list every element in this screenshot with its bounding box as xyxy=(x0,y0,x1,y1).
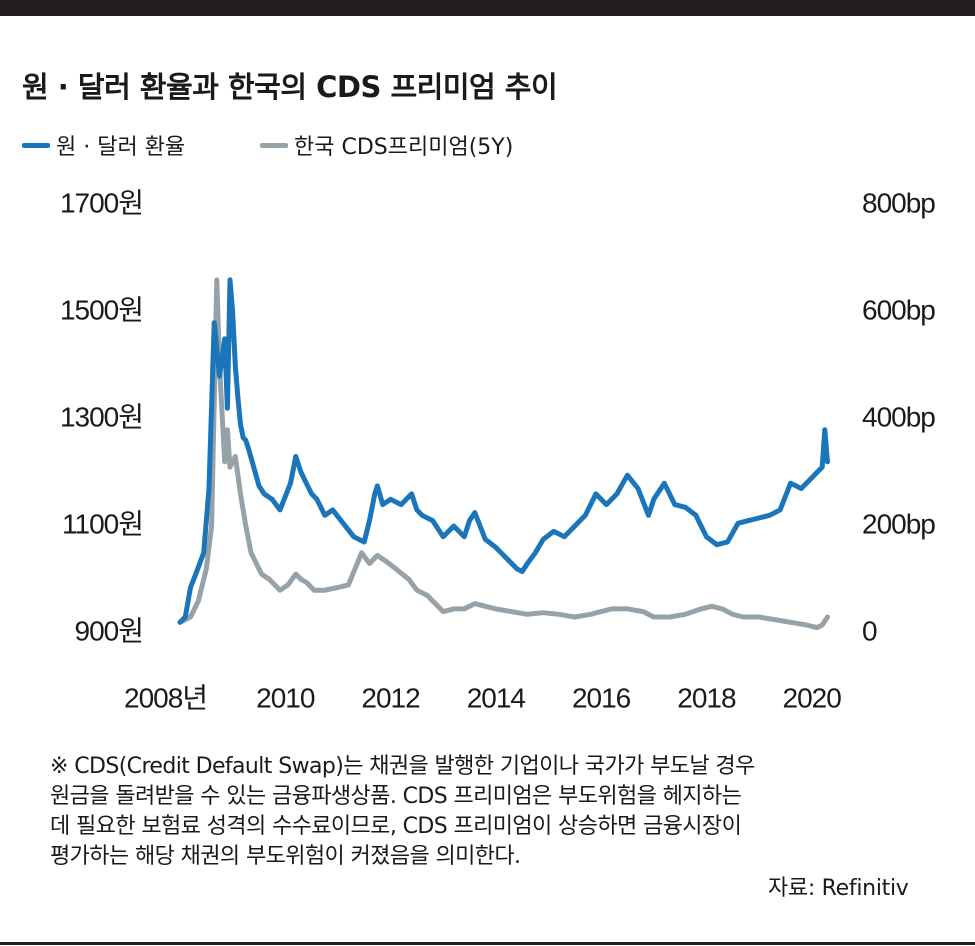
x-tick-label: 2010 xyxy=(256,682,315,713)
right-tick-label: 600bp xyxy=(862,294,935,325)
series-layer xyxy=(177,277,830,631)
right-tick-label: 200bp xyxy=(862,508,935,539)
bottom-rule xyxy=(0,942,975,945)
chart-title: 원 · 달러 환율과 한국의 CDS 프리미엄 추이 xyxy=(22,70,558,104)
x-tick-label: 2014 xyxy=(467,682,526,713)
legend-label-krw-usd: 원 · 달러 환율 xyxy=(56,135,186,160)
source-credit: 자료: Refinitiv xyxy=(768,876,909,901)
x-tick-label: 2008년 xyxy=(124,682,207,713)
legend-swatch-cds xyxy=(260,142,288,148)
series-line-cds xyxy=(177,277,830,631)
right-tick-label: 0 xyxy=(862,615,877,646)
x-tick-label: 2020 xyxy=(783,682,842,713)
x-axis-ticks: 2008년 2010 2012 2014 2016 2018 2020 xyxy=(124,682,842,713)
right-tick-label: 800bp xyxy=(862,187,935,218)
left-tick-label: 1100원 xyxy=(62,508,143,539)
legend-item-krw-usd: 원 · 달러 환율 xyxy=(22,128,185,162)
line-chart: 900원 1100원 1300원 1500원 1700원 0 200bp 400bp 600b… xyxy=(60,187,936,713)
top-bar xyxy=(0,0,975,16)
x-tick-label: 2016 xyxy=(572,682,631,713)
footnote: ※ CDS(Credit Default Swap)는 채권을 발행한 기업이나… xyxy=(50,754,755,869)
left-tick-label: 1300원 xyxy=(60,401,143,432)
legend-swatch-krw-usd xyxy=(22,142,50,148)
legend-label-cds: 한국 CDS프리미엄(5Y) xyxy=(294,135,514,160)
x-tick-label: 2012 xyxy=(361,682,420,713)
series-line-krw-usd xyxy=(177,277,830,625)
right-axis-ticks: 0 200bp 400bp 600bp 800bp xyxy=(862,187,936,646)
left-tick-label: 1700원 xyxy=(60,187,143,218)
legend-item-cds: 한국 CDS프리미엄(5Y) xyxy=(260,128,513,162)
x-tick-label: 2018 xyxy=(677,682,736,713)
right-tick-label: 400bp xyxy=(862,401,935,432)
left-tick-label: 1500원 xyxy=(60,294,143,325)
left-tick-label: 900원 xyxy=(75,615,143,646)
left-axis-ticks: 900원 1100원 1300원 1500원 1700원 xyxy=(60,187,144,646)
